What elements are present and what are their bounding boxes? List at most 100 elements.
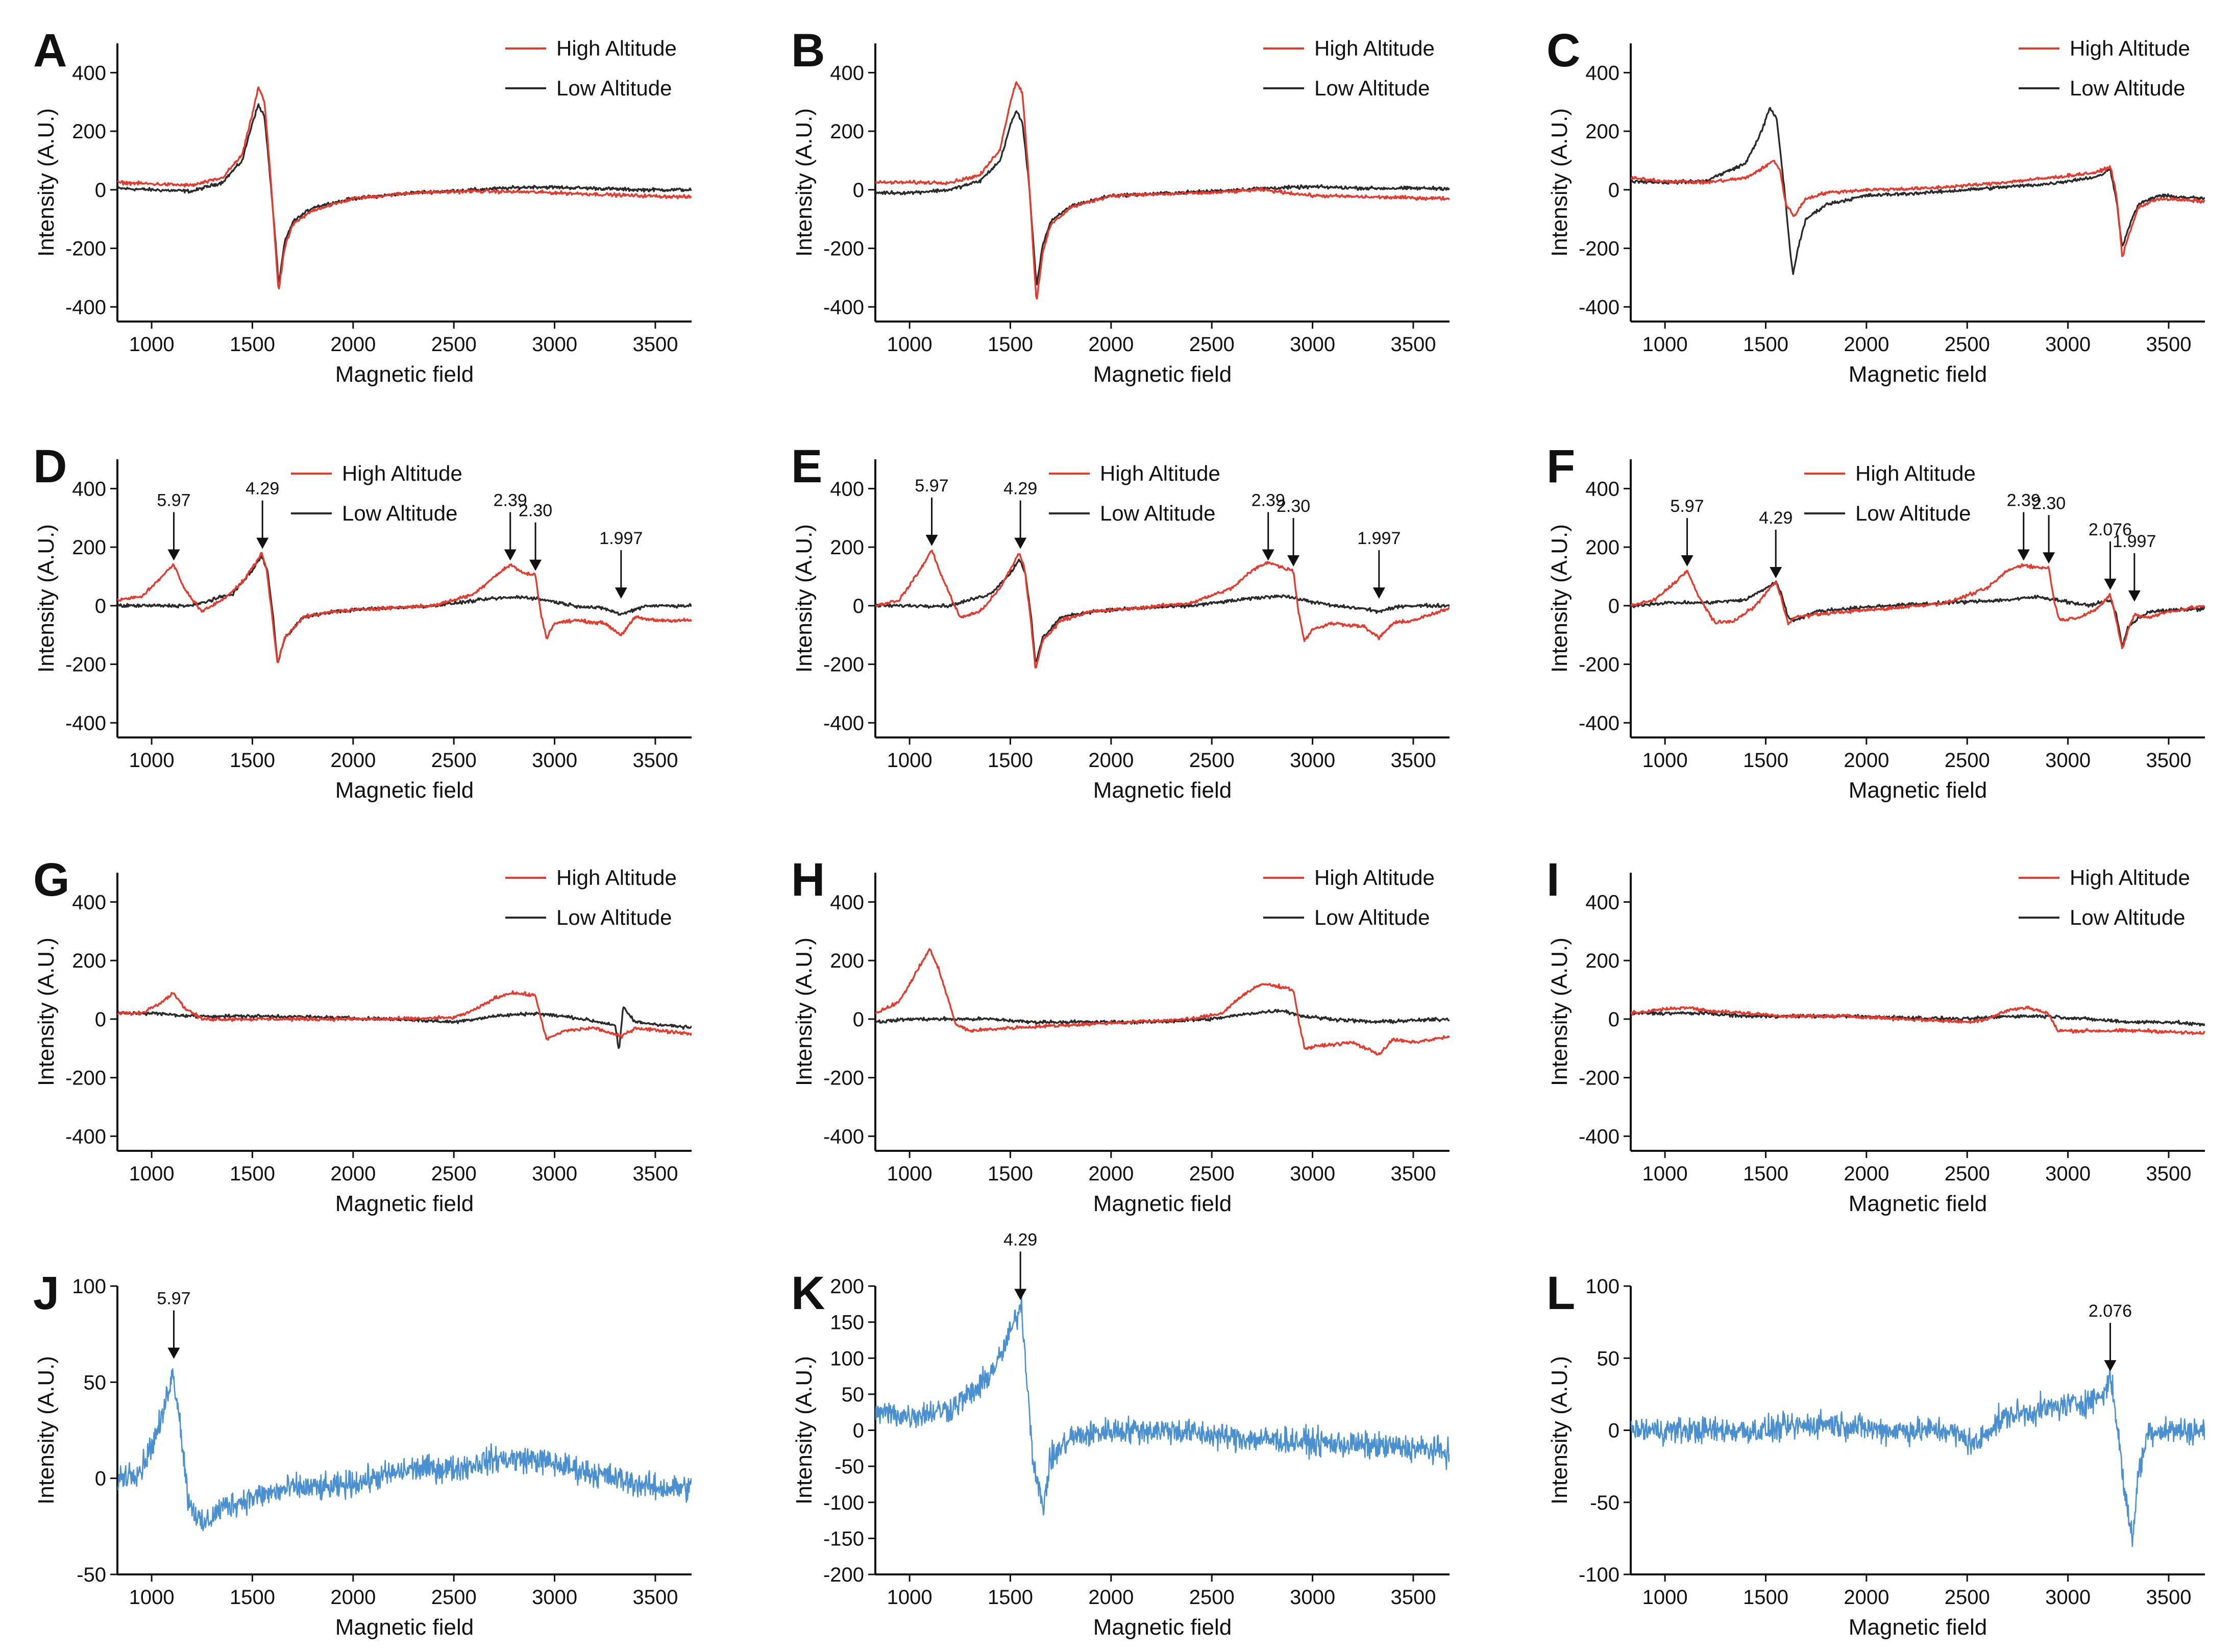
x-tick-label: 2000 — [1088, 1163, 1134, 1185]
panel-letter: F — [1547, 440, 1575, 492]
legend-label: Low Altitude — [342, 501, 458, 525]
y-tick-label: 400 — [72, 478, 106, 500]
y-tick-label: -100 — [823, 1492, 864, 1514]
y-tick-label: 400 — [1585, 478, 1619, 500]
y-tick-label: -200 — [65, 238, 106, 260]
y-tick-label: 200 — [1585, 536, 1619, 559]
x-tick-label: 3500 — [2146, 1163, 2191, 1185]
x-tick-label: 2500 — [431, 749, 477, 772]
legend-label: High Altitude — [1314, 36, 1435, 60]
panel-K: K -200 -150 -100 -50 0 50 100 150 200 1000 1500 2000… — [791, 1230, 1450, 1640]
annotation-arrowhead — [256, 537, 269, 549]
x-tick-label: 2000 — [1088, 1586, 1134, 1609]
y-axis-title: Intensity (A.U.) — [34, 524, 59, 673]
annotation-arrowhead — [529, 559, 542, 571]
x-axis-title: Magnetic field — [1849, 1615, 1987, 1640]
annotation-label: 2.30 — [1277, 497, 1310, 516]
x-tick-label: 3000 — [532, 1163, 577, 1185]
x-tick-label: 3500 — [632, 1586, 678, 1609]
annotation-arrowhead — [2043, 552, 2055, 564]
series-line-low-altitude — [1631, 107, 2205, 275]
y-axis-title: Intensity (A.U.) — [792, 1356, 817, 1505]
annotation-label: 4.29 — [246, 479, 279, 499]
x-tick-label: 1500 — [988, 1586, 1033, 1609]
x-axis-title: Magnetic field — [1093, 362, 1232, 387]
y-tick-label: -200 — [823, 238, 864, 260]
panel-F: F -400 -200 0 200 400 1000 1500 2000 2500 3000 3500… — [1547, 440, 2205, 803]
annotation-arrowhead — [2104, 1360, 2117, 1372]
x-tick-label: 2500 — [1945, 749, 1990, 772]
y-tick-label: 400 — [830, 478, 864, 500]
y-tick-label: 150 — [830, 1312, 864, 1334]
x-axis-title: Magnetic field — [1849, 362, 1987, 387]
x-tick-label: 1000 — [887, 749, 933, 772]
legend-label: Low Altitude — [556, 905, 672, 929]
x-tick-label: 3000 — [2045, 1586, 2091, 1609]
x-tick-label: 3500 — [2146, 1586, 2191, 1609]
x-tick-label: 2500 — [1189, 749, 1235, 772]
series-line-low-altitude — [875, 1008, 1450, 1025]
annotation-arrowhead — [2104, 578, 2117, 590]
series-line-low-altitude — [117, 1006, 692, 1049]
x-tick-label: 3000 — [1290, 1586, 1335, 1609]
x-tick-label: 1000 — [1642, 749, 1688, 772]
x-tick-label: 2000 — [330, 1163, 376, 1185]
y-tick-label: 400 — [830, 891, 864, 914]
panel-letter: K — [791, 1267, 825, 1319]
series-line-high-altitude — [875, 549, 1450, 669]
y-tick-label: 50 — [84, 1371, 107, 1394]
y-tick-label: -200 — [1579, 1067, 1619, 1090]
annotation-label: 2.39 — [494, 491, 527, 510]
x-tick-label: 1000 — [129, 333, 175, 356]
x-tick-label: 2000 — [1844, 333, 1889, 356]
panel-J: J -50 0 50 100 1000 1500 2000 2500 3000 3500 Magnet… — [33, 1267, 692, 1640]
y-tick-label: -200 — [65, 654, 106, 676]
panel-E: E -400 -200 0 200 400 1000 1500 2000 2500 3000 3500… — [791, 440, 1450, 803]
legend-label: Low Altitude — [556, 76, 672, 100]
y-tick-label: -400 — [823, 712, 864, 734]
x-tick-label: 3500 — [632, 333, 678, 356]
legend-label: High Altitude — [1100, 461, 1220, 485]
panel-letter: D — [33, 440, 67, 492]
y-tick-label: -200 — [823, 654, 864, 676]
x-tick-label: 2500 — [1189, 1163, 1235, 1185]
annotation-arrowhead — [167, 549, 180, 561]
annotation-label: 2.076 — [2089, 520, 2132, 539]
annotation-arrowhead — [167, 1347, 180, 1359]
y-tick-label: 0 — [95, 1008, 106, 1031]
x-tick-label: 1500 — [230, 1163, 275, 1185]
legend-label: High Altitude — [2070, 36, 2190, 60]
y-tick-label: 100 — [72, 1275, 106, 1298]
panel-H: H -400 -200 0 200 400 1000 1500 2000 2500 3000 3500… — [791, 854, 1450, 1216]
series-line-low-altitude — [117, 555, 692, 662]
x-tick-label: 3500 — [1390, 1586, 1436, 1609]
x-axis-title: Magnetic field — [1093, 1191, 1232, 1216]
y-tick-label: -400 — [65, 296, 106, 318]
annotation-label: 1.997 — [2113, 532, 2156, 551]
annotation-arrowhead — [615, 587, 627, 599]
series-line-difference — [875, 1293, 1450, 1516]
y-tick-label: -400 — [823, 296, 864, 318]
y-tick-label: 200 — [72, 120, 106, 143]
annotation-arrowhead — [925, 534, 938, 546]
x-tick-label: 1500 — [1743, 1163, 1788, 1185]
x-axis-title: Magnetic field — [335, 1615, 474, 1640]
y-axis-title: Intensity (A.U.) — [792, 938, 817, 1086]
x-tick-label: 3500 — [1390, 1163, 1436, 1185]
y-axis-title: Intensity (A.U.) — [34, 938, 59, 1086]
panel-letter: J — [33, 1267, 59, 1319]
x-tick-label: 1500 — [230, 1586, 275, 1609]
annotation-arrowhead — [2017, 549, 2030, 561]
y-tick-label: -150 — [823, 1527, 864, 1550]
x-axis-title: Magnetic field — [1849, 778, 1987, 803]
legend-label: High Altitude — [556, 866, 677, 890]
x-tick-label: 3000 — [2045, 333, 2091, 356]
x-tick-label: 2000 — [1844, 1163, 1889, 1185]
y-tick-label: -200 — [1579, 238, 1619, 260]
annotation-label: 4.29 — [1759, 508, 1793, 528]
x-tick-label: 3000 — [1290, 1163, 1335, 1185]
x-tick-label: 3500 — [1390, 749, 1436, 772]
annotation-label: 5.97 — [915, 476, 948, 496]
panel-L: L -100 -50 0 50 100 1000 1500 2000 2500 3000 3500 Ma… — [1547, 1267, 2205, 1640]
x-tick-label: 2000 — [330, 1586, 376, 1609]
